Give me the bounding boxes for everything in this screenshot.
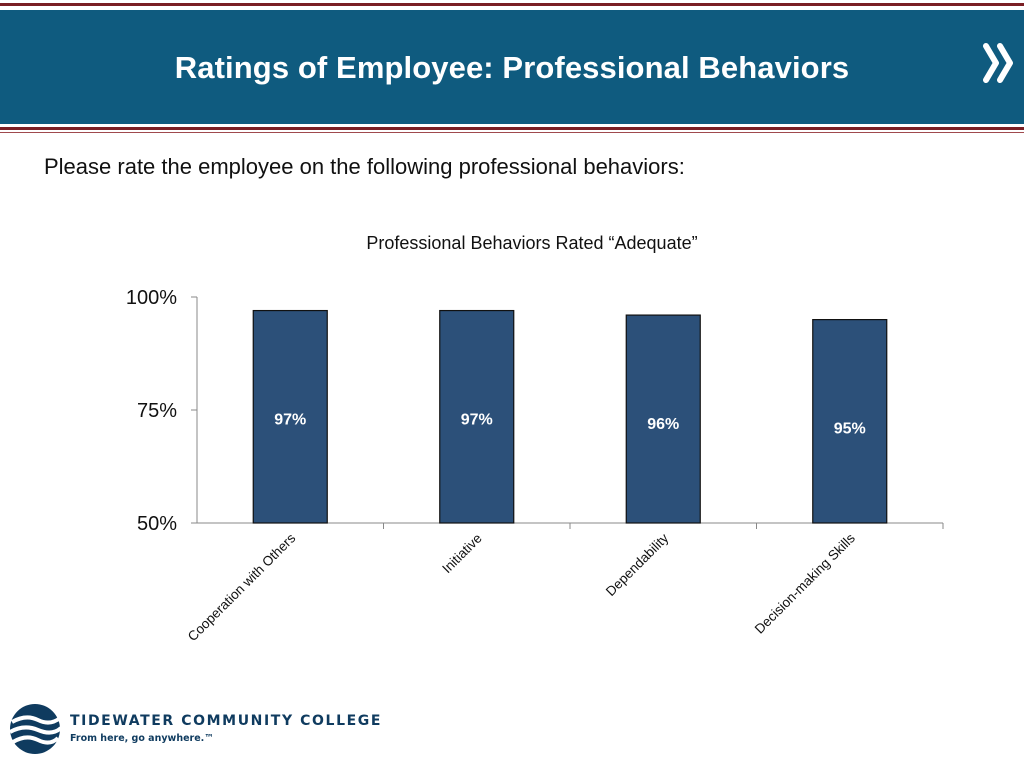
college-wave-logo-icon <box>9 704 62 754</box>
bar <box>252 309 328 524</box>
x-category-label: Decision-making Skills <box>752 530 858 636</box>
survey-prompt: Please rate the employee on the followin… <box>44 154 685 179</box>
bar-data-label: 97% <box>274 412 306 429</box>
header-band <box>0 10 1024 124</box>
header-bottom-rule <box>0 127 1024 130</box>
bar <box>812 319 888 524</box>
y-tick-label: 50% <box>137 513 177 535</box>
y-tick-label: 75% <box>137 400 177 422</box>
header-bottom-thin-rule <box>0 132 1024 133</box>
college-name: TIDEWATER COMMUNITY COLLEGE <box>70 713 383 729</box>
top-divider-rule <box>0 3 1024 6</box>
chart-title: Professional Behaviors Rated “Adequate” <box>366 233 697 253</box>
x-category-label: Cooperation with Others <box>185 530 299 644</box>
bar-data-label: 96% <box>647 416 679 433</box>
x-category-label: Initiative <box>439 531 485 577</box>
chart-bars <box>252 309 888 524</box>
bar <box>625 314 701 524</box>
x-category-label: Dependability <box>603 530 672 599</box>
bar-chart: Professional Behaviors Rated “Adequate” … <box>126 233 944 644</box>
bar-data-label: 97% <box>461 412 493 429</box>
bar-data-label: 95% <box>834 421 866 438</box>
college-tagline: From here, go anywhere.™ <box>70 733 214 744</box>
double-chevron-right-icon[interactable] <box>982 42 1016 84</box>
slide-title: Ratings of Employee: Professional Behavi… <box>174 50 850 85</box>
bar <box>439 309 515 524</box>
y-tick-label: 100% <box>126 287 177 309</box>
college-logo: TIDEWATER COMMUNITY COLLEGE From here, g… <box>8 700 380 760</box>
